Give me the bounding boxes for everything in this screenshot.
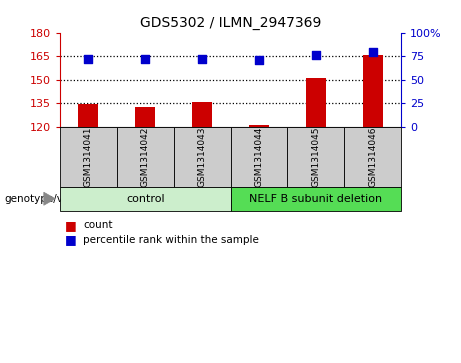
Point xyxy=(198,56,206,61)
Text: count: count xyxy=(83,220,112,230)
Title: GDS5302 / ILMN_2947369: GDS5302 / ILMN_2947369 xyxy=(140,16,321,30)
Text: GSM1314044: GSM1314044 xyxy=(254,127,263,187)
Point xyxy=(142,56,149,62)
Bar xyxy=(249,126,269,127)
Text: GSM1314041: GSM1314041 xyxy=(84,127,93,187)
Text: GSM1314045: GSM1314045 xyxy=(311,127,320,187)
Bar xyxy=(306,77,326,127)
Bar xyxy=(135,107,155,127)
Text: GSM1314043: GSM1314043 xyxy=(198,127,207,187)
Point xyxy=(85,56,92,61)
Point xyxy=(255,57,263,63)
Bar xyxy=(78,104,98,127)
Bar xyxy=(192,102,212,127)
Point xyxy=(369,49,376,54)
Text: control: control xyxy=(126,194,165,204)
Point xyxy=(312,52,319,58)
Text: percentile rank within the sample: percentile rank within the sample xyxy=(83,234,259,245)
Text: ■: ■ xyxy=(65,233,76,246)
Text: genotype/variation: genotype/variation xyxy=(5,194,104,204)
Text: GSM1314042: GSM1314042 xyxy=(141,127,150,187)
Text: NELF B subunit deletion: NELF B subunit deletion xyxy=(249,194,382,204)
Bar xyxy=(363,55,383,127)
Text: GSM1314046: GSM1314046 xyxy=(368,127,377,187)
Text: ■: ■ xyxy=(65,219,76,232)
